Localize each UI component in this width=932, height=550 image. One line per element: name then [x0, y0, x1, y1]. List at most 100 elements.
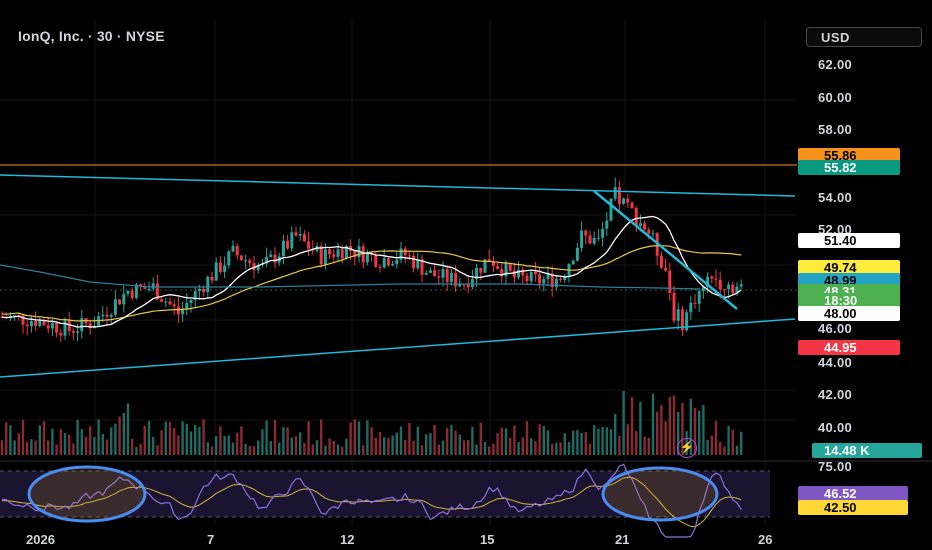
- candle: [420, 254, 424, 283]
- rsi-panel: [0, 460, 932, 538]
- time-tick-label: 2026: [26, 532, 55, 547]
- candle: [626, 193, 630, 208]
- candle: [105, 306, 109, 326]
- candle: [575, 242, 579, 262]
- volume-bar: [349, 422, 352, 455]
- volume-bar: [273, 419, 277, 455]
- candle: [655, 231, 659, 266]
- candle: [244, 254, 248, 270]
- volume-bar: [677, 411, 680, 455]
- volume-bar: [21, 419, 25, 455]
- volume-bar: [450, 424, 453, 455]
- volume-bar: [366, 420, 369, 455]
- volume-bar: [458, 434, 461, 455]
- currency-button[interactable]: USD: [806, 27, 922, 47]
- candle: [290, 226, 294, 252]
- candle: [487, 249, 491, 262]
- candle: [193, 287, 197, 308]
- candle: [504, 259, 508, 285]
- candle: [479, 267, 483, 281]
- price-tick-label: 54.00: [818, 190, 853, 205]
- volume-bar: [51, 428, 54, 455]
- candle: [336, 242, 340, 262]
- candle: [617, 180, 621, 213]
- volume-bar: [702, 404, 705, 455]
- price-tick-label: 44.00: [818, 355, 853, 370]
- symbol-title[interactable]: IonQ, Inc. · 30 · NYSE: [18, 28, 165, 44]
- candle: [613, 177, 617, 202]
- candle: [643, 220, 647, 231]
- volume-bar: [513, 425, 516, 455]
- candle: [239, 255, 243, 261]
- volume-bar: [437, 444, 440, 455]
- volume-bar: [189, 431, 193, 455]
- volume-bar: [588, 443, 592, 455]
- trendlines[interactable]: [0, 164, 797, 378]
- volume-bar: [89, 426, 92, 455]
- candle: [416, 252, 420, 271]
- volume-bar: [521, 437, 524, 455]
- volume-bar: [475, 444, 478, 455]
- long-ma-line: [0, 264, 701, 290]
- volume-bar: [311, 444, 314, 455]
- volume-bar: [567, 442, 571, 455]
- grid: [0, 20, 800, 525]
- volume-bar: [546, 430, 550, 455]
- volume-bar: [643, 436, 646, 455]
- price-label: 48.00: [798, 306, 900, 321]
- volume-bar: [378, 432, 382, 455]
- candle: [580, 221, 584, 252]
- volume-bar: [551, 443, 554, 455]
- candle: [496, 261, 500, 270]
- volume-bar: [479, 422, 482, 455]
- volume-bar: [404, 439, 407, 455]
- candle: [437, 269, 441, 286]
- volume-bar: [483, 441, 487, 455]
- volume-bar: [38, 425, 41, 455]
- candle: [727, 281, 731, 299]
- candle: [563, 274, 567, 283]
- volume-bar: [706, 439, 709, 455]
- volume-bar: [198, 426, 201, 455]
- lightning-icon[interactable]: ⚡: [677, 438, 697, 458]
- candle: [168, 297, 172, 306]
- candle: [80, 309, 84, 339]
- time-tick-label: 21: [615, 532, 630, 547]
- volume-bar: [719, 442, 722, 455]
- candle: [592, 231, 596, 246]
- candle: [445, 265, 449, 291]
- volume-bar: [269, 441, 272, 455]
- candle: [101, 306, 105, 323]
- volume-bar: [231, 442, 235, 455]
- volume-bar: [219, 426, 222, 455]
- volume-bar: [332, 440, 335, 455]
- volume-bar: [315, 440, 319, 455]
- volume-bar: [630, 397, 634, 455]
- candle: [584, 229, 588, 245]
- volume-bar: [580, 432, 583, 455]
- volume-bar: [525, 421, 529, 455]
- candle: [680, 305, 684, 336]
- candle: [470, 269, 474, 290]
- volume-bar: [244, 444, 247, 455]
- volume-bar: [462, 440, 466, 455]
- volume-bar: [47, 440, 50, 455]
- volume-bar: [286, 427, 289, 455]
- price-tick-label: 58.00: [818, 122, 853, 137]
- volume-bar: [488, 446, 491, 455]
- volume-bar: [597, 428, 600, 455]
- volume-bar: [76, 419, 79, 455]
- volume-bar: [336, 444, 340, 455]
- volume-bar: [446, 427, 449, 455]
- candle: [55, 320, 59, 338]
- candle: [248, 257, 252, 267]
- volume-bar: [84, 436, 88, 455]
- volume-bar: [538, 424, 541, 455]
- volume-bar: [202, 419, 205, 455]
- volume-bar: [601, 426, 604, 455]
- candle: [181, 301, 185, 322]
- volume-bar: [517, 442, 520, 455]
- rsi-line: [1, 463, 742, 538]
- volume-bar: [614, 413, 617, 455]
